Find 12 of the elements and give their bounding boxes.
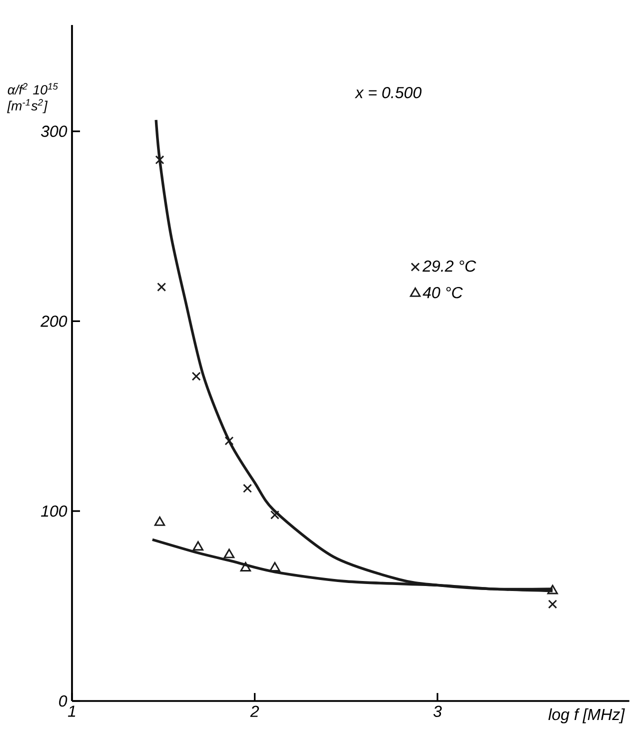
- x-tick-label: 3: [433, 706, 442, 718]
- x-tick-label: 2: [250, 706, 259, 717]
- x-axis-title: log f [MHz]: [548, 708, 625, 724]
- x-tick-label: 1: [68, 706, 76, 717]
- y-tick-label: 100: [41, 505, 68, 517]
- y-tick-label: 0: [59, 695, 68, 707]
- legend-label: 29.2 °C: [422, 260, 476, 272]
- y-tick-label: 300: [40, 126, 68, 137]
- y-tick-label: 200: [40, 316, 68, 327]
- text: α/f$^{2}$ 10$^{15}$ [m$^{-1}$s$^{2}$]: [7, 83, 58, 114]
- legend-label: 40 °C: [422, 286, 463, 298]
- annotation: x = 0.500: [354, 86, 422, 98]
